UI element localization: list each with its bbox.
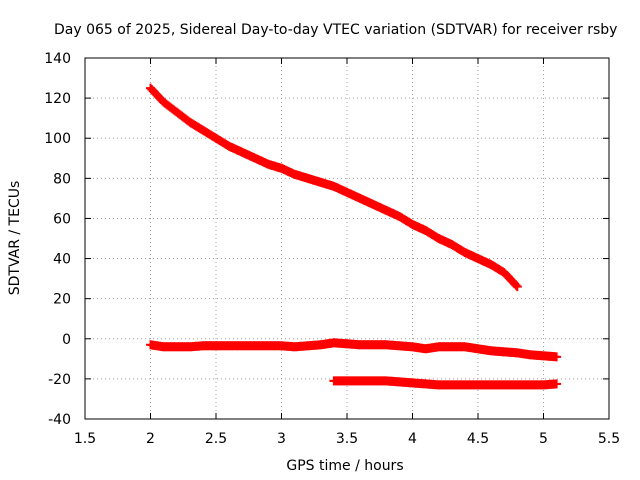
x-tick-label: 5.5: [598, 431, 620, 447]
x-tick-label: 3: [277, 431, 286, 447]
x-tick-label: 1.5: [74, 431, 96, 447]
x-axis-label: GPS time / hours: [286, 458, 403, 474]
y-tick-label: -20: [48, 372, 71, 388]
y-tick-label: 120: [44, 91, 71, 107]
x-tick-label: 2: [146, 431, 155, 447]
y-tick-label: 20: [53, 292, 71, 308]
chart-title: Day 065 of 2025, Sidereal Day-to-day VTE…: [54, 22, 617, 38]
y-tick-label: 0: [62, 332, 71, 348]
y-tick-labels: -40 -20 0 20 40 60 80 100 120 140: [44, 51, 71, 428]
x-tick-label: 3.5: [336, 431, 358, 447]
x-tick-label: 5: [539, 431, 548, 447]
y-axis-label: SDTVAR / TECUs: [7, 181, 23, 296]
grid: [85, 58, 609, 419]
x-tick-label: 4: [408, 431, 417, 447]
x-tick-label: 4.5: [467, 431, 489, 447]
data-point: [512, 282, 522, 292]
y-tick-label: 40: [53, 252, 71, 268]
series-track-upper: [146, 83, 522, 292]
plot-frame: [84, 57, 610, 420]
series-track-lower: [329, 376, 562, 390]
series-track-middle: [146, 338, 562, 362]
data-point: [552, 352, 562, 362]
y-tick-label: 60: [53, 211, 71, 227]
y-tick-label: -40: [48, 412, 71, 428]
y-tick-label: 140: [44, 51, 71, 67]
data-point: [511, 280, 521, 290]
plot-series: [146, 83, 562, 390]
y-tick-label: 100: [44, 131, 71, 147]
x-tick-label: 2.5: [205, 431, 227, 447]
y-tick-label: 80: [53, 171, 71, 187]
x-tick-labels: 1.5 2 2.5 3 3.5 4 4.5 5 5.5: [74, 431, 620, 447]
data-point: [552, 379, 562, 389]
